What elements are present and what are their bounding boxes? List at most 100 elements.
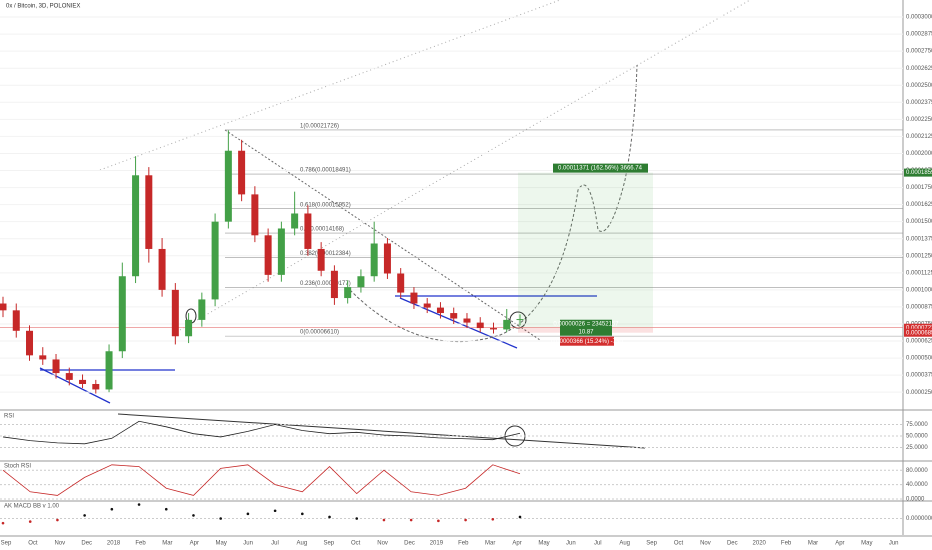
x-tick-label: Feb xyxy=(781,541,792,547)
x-tick-label: Mar xyxy=(485,541,495,547)
x-tick-label: Sep xyxy=(1,541,12,547)
candle-body xyxy=(463,318,471,323)
candle-body xyxy=(158,248,166,290)
indicator-dot xyxy=(301,512,304,516)
indicator-dot xyxy=(491,517,495,521)
x-tick-label: Sep xyxy=(646,541,657,547)
candle-body xyxy=(370,243,378,277)
x-tick-label: Oct xyxy=(351,541,361,547)
candle-body xyxy=(330,270,338,299)
symbol-title: 0x / Bitcoin, 3D, POLONIEX xyxy=(6,4,80,10)
x-tick-label: Jun xyxy=(889,541,899,547)
candle-body xyxy=(277,228,285,275)
indicator-dot xyxy=(28,520,32,523)
pane-title: Stoch RSI xyxy=(4,464,31,470)
fib-label: 1(0.00021726) xyxy=(300,123,339,129)
x-tick-label: Dec xyxy=(81,541,92,547)
channel-line xyxy=(99,0,561,171)
x-tick-label: Dec xyxy=(727,541,738,547)
indicator-dot xyxy=(1,521,5,525)
x-tick-label: Aug xyxy=(619,541,630,547)
price-tag-label: 0.00007225 xyxy=(906,325,932,331)
y-tick-label: 0.00027500 xyxy=(906,49,932,55)
candle-body xyxy=(436,307,444,314)
candle-body xyxy=(132,175,140,277)
indicator-dot xyxy=(246,512,250,516)
fib-label: 0.382(0.00012384) xyxy=(300,251,351,257)
x-tick-label: Jun xyxy=(243,541,253,547)
candle-body xyxy=(12,310,20,331)
x-tick-label: Jul xyxy=(594,541,602,547)
support-line xyxy=(399,297,518,349)
candle-body xyxy=(410,292,418,304)
indicator-dot xyxy=(137,503,141,506)
x-tick-label: Nov xyxy=(377,541,388,547)
y-tick-label: 0.00005000 xyxy=(906,356,932,362)
fib-label: 0.5(0.00014168) xyxy=(300,227,344,233)
y-tick-label: 0.00022500 xyxy=(906,117,932,123)
y-tick-label: 25.0000 xyxy=(906,445,928,451)
profit-text: 0.00011371 (162.56%) 3666.74 xyxy=(558,166,643,172)
x-tick-label: May xyxy=(861,541,872,547)
candle-body xyxy=(251,194,259,236)
fib-label: 0(0.00006610) xyxy=(300,330,339,336)
x-tick-label: Mar xyxy=(808,541,818,547)
candle-body xyxy=(39,355,47,360)
indicator-dot xyxy=(464,518,467,522)
y-tick-label: 0.00030000 xyxy=(906,15,932,21)
candle-body xyxy=(211,221,219,300)
indicator-dot xyxy=(273,509,277,513)
x-tick-label: 2020 xyxy=(753,541,767,547)
x-tick-label: Sep xyxy=(323,541,334,547)
x-tick-label: Nov xyxy=(700,541,711,547)
candle-body xyxy=(52,359,60,374)
profit-zone xyxy=(518,172,653,328)
indicator-dot xyxy=(518,515,522,519)
indicator-dot xyxy=(409,518,413,522)
channel-line xyxy=(179,0,751,331)
ratio-text: 10.87 xyxy=(578,329,594,335)
candle-body xyxy=(489,328,497,330)
pane-title: AK MACD BB v 1.00 xyxy=(4,504,60,510)
x-tick-label: 2018 xyxy=(107,541,121,547)
fib-label: 0.786(0.00018491) xyxy=(300,168,351,174)
candle-body xyxy=(397,273,405,293)
indicator-dot xyxy=(355,517,359,520)
indicator-dot xyxy=(382,518,386,522)
x-tick-label: Dec xyxy=(404,541,415,547)
candle-body xyxy=(476,322,484,329)
x-tick-label: Nov xyxy=(54,541,65,547)
y-tick-label: 0.00017500 xyxy=(906,185,932,191)
x-tick-label: Jul xyxy=(271,541,279,547)
pane-title: RSI xyxy=(4,414,14,420)
y-tick-label: 50.0000 xyxy=(906,434,928,440)
support-line xyxy=(39,367,111,404)
candle-body xyxy=(26,330,34,356)
indicator-dot xyxy=(219,517,222,520)
indicator-dot xyxy=(56,518,59,522)
indicator-dot xyxy=(83,514,86,517)
profit-box xyxy=(553,163,648,173)
candle-body xyxy=(503,319,511,330)
y-tick-label: 0.00013750 xyxy=(906,236,932,242)
candle-body xyxy=(344,287,352,299)
x-tick-label: Apr xyxy=(512,541,521,547)
candle-body xyxy=(198,299,206,320)
y-tick-label: 40.0000 xyxy=(906,482,928,488)
y-tick-label: 0.0000 xyxy=(906,497,925,503)
qty-text: 0.00000026 = 23452157 xyxy=(553,321,619,327)
candle-body xyxy=(79,379,87,384)
x-tick-label: Feb xyxy=(458,541,469,547)
x-tick-label: Apr xyxy=(835,541,844,547)
candle-body xyxy=(224,150,232,222)
price-tag xyxy=(904,328,932,337)
candle-body xyxy=(65,373,73,380)
risk-box xyxy=(560,336,614,346)
candle-body xyxy=(0,303,7,311)
y-tick-label: 0.00023750 xyxy=(906,100,932,106)
indicator-line xyxy=(2,420,521,445)
indicator-line xyxy=(2,464,521,496)
x-tick-label: 2019 xyxy=(430,541,444,547)
candle-body xyxy=(264,235,272,275)
x-tick-label: Aug xyxy=(297,541,308,547)
